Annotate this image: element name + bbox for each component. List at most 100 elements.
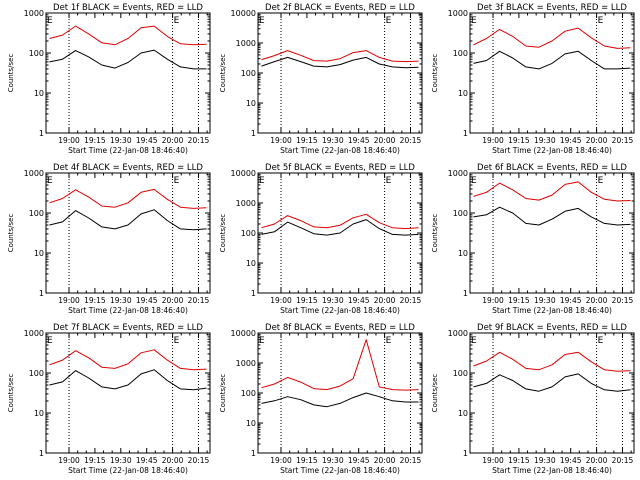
x-axis-label: Start Time (22-Jan-08 18:46:40) [492, 146, 612, 155]
events-series-line [49, 209, 207, 231]
panel-det-4: Det 4f BLACK = Events, RED = LLD 1 10 100 10… [7, 163, 211, 315]
panel-det-7: Det 7f BLACK = Events, RED = LLD 1 10 100 10… [7, 323, 211, 475]
chart-title: Det 6f BLACK = Events, RED = LLD [477, 163, 627, 173]
y-tick-label: 1000 [448, 329, 468, 338]
y-tick-label: 10 [34, 89, 44, 98]
x-tick-label: 19:30 [534, 136, 556, 145]
y-axis-label: Counts/sec [219, 54, 227, 93]
x-tick-label: 19:45 [560, 296, 582, 305]
x-tick-label: 19:45 [136, 456, 158, 465]
lld-series-line [473, 181, 631, 202]
x-tick-label: 20:15 [612, 296, 634, 305]
lld-series-line [473, 27, 631, 49]
plot-frame [257, 12, 423, 134]
y-tick-label: 10 [246, 99, 256, 108]
chart-title: Det 1f BLACK = Events, RED = LLD [53, 3, 203, 13]
x-axis-label: Start Time (22-Jan-08 18:46:40) [280, 146, 400, 155]
start-marker-label: E [47, 16, 53, 26]
y-axis-label: Counts/sec [7, 374, 15, 413]
plot-frame [257, 332, 423, 454]
x-tick-label: 20:00 [374, 296, 396, 305]
end-marker-label: E [598, 336, 604, 346]
lld-series-line [473, 351, 631, 372]
x-tick-label: 20:00 [162, 136, 184, 145]
y-tick-label: 1 [251, 449, 256, 458]
panel-det-3: Det 3f BLACK = Events, RED = LLD 1 10 100 10… [431, 3, 635, 155]
y-tick-label: 10000 [231, 169, 256, 178]
x-tick-label: 20:00 [374, 456, 396, 465]
end-marker-label: E [386, 336, 392, 346]
x-tick-label: 19:15 [296, 136, 318, 145]
panel-det-2: Det 2f BLACK = Events, RED = LLD 1 10 100 10… [219, 3, 423, 155]
end-marker-label: E [598, 176, 604, 186]
y-tick-label: 10 [458, 89, 468, 98]
start-marker-label: E [471, 16, 477, 26]
y-tick-label: 1000 [448, 9, 468, 18]
lld-series-line [49, 188, 207, 209]
start-marker-label: E [47, 336, 53, 346]
x-tick-label: 19:15 [84, 456, 106, 465]
x-tick-label: 19:30 [534, 456, 556, 465]
x-axis-label: Start Time (22-Jan-08 18:46:40) [492, 466, 612, 475]
x-axis-label: Start Time (22-Jan-08 18:46:40) [280, 466, 400, 475]
x-tick-label: 19:00 [482, 456, 504, 465]
x-tick-label: 19:15 [84, 136, 106, 145]
plot-frame [45, 12, 211, 134]
start-marker-label: E [47, 176, 53, 186]
end-marker-label: E [598, 16, 604, 26]
events-series-line [49, 369, 207, 391]
lld-series-line [261, 213, 419, 230]
y-tick-label: 1 [251, 129, 256, 138]
x-tick-label: 19:00 [58, 136, 80, 145]
x-tick-label: 19:30 [110, 296, 132, 305]
x-tick-label: 19:15 [508, 456, 530, 465]
y-tick-label: 1000 [24, 9, 44, 18]
chart-title: Det 4f BLACK = Events, RED = LLD [53, 163, 203, 173]
y-tick-label: 100 [29, 49, 44, 58]
start-marker-label: E [259, 336, 265, 346]
y-tick-label: 1 [463, 449, 468, 458]
x-tick-label: 20:00 [586, 296, 608, 305]
plot-frame [45, 172, 211, 294]
x-axis-label: Start Time (22-Jan-08 18:46:40) [68, 466, 188, 475]
y-tick-label: 1 [463, 289, 468, 298]
x-tick-label: 19:00 [270, 296, 292, 305]
y-tick-label: 10 [246, 259, 256, 268]
lld-series-line [49, 349, 207, 371]
x-tick-label: 19:45 [348, 296, 370, 305]
y-tick-label: 10 [34, 249, 44, 258]
y-tick-label: 1 [251, 289, 256, 298]
y-axis-label: Counts/sec [7, 54, 15, 93]
y-axis-label: Counts/sec [431, 214, 439, 253]
end-marker-label: E [386, 16, 392, 26]
x-tick-label: 19:30 [322, 296, 344, 305]
x-tick-label: 19:00 [482, 296, 504, 305]
events-series-line [261, 219, 419, 236]
start-marker-label: E [471, 176, 477, 186]
x-tick-label: 20:15 [400, 296, 422, 305]
events-series-line [49, 49, 207, 70]
x-tick-label: 19:45 [560, 136, 582, 145]
x-tick-label: 20:15 [400, 136, 422, 145]
y-tick-label: 10 [34, 409, 44, 418]
y-tick-label: 100 [241, 389, 256, 398]
panel-det-1: Det 1f BLACK = Events, RED = LLD 1 10 100 10… [7, 3, 211, 155]
y-tick-label: 10 [246, 419, 256, 428]
x-tick-label: 19:00 [58, 456, 80, 465]
x-tick-label: 20:00 [374, 136, 396, 145]
y-axis-label: Counts/sec [219, 374, 227, 413]
events-series-line [261, 392, 419, 408]
x-tick-label: 19:45 [348, 136, 370, 145]
panel-det-9: Det 9f BLACK = Events, RED = LLD 1 10 100 10… [431, 323, 635, 475]
x-tick-label: 19:00 [58, 296, 80, 305]
end-marker-label: E [174, 336, 180, 346]
y-tick-label: 1000 [24, 329, 44, 338]
x-tick-label: 20:00 [162, 456, 184, 465]
x-tick-label: 19:30 [110, 136, 132, 145]
start-marker-label: E [259, 16, 265, 26]
y-tick-label: 10 [458, 409, 468, 418]
y-tick-label: 100 [29, 209, 44, 218]
x-axis-label: Start Time (22-Jan-08 18:46:40) [68, 146, 188, 155]
end-marker-label: E [174, 16, 180, 26]
panel-det-6: Det 6f BLACK = Events, RED = LLD 1 10 100 10… [431, 163, 635, 315]
